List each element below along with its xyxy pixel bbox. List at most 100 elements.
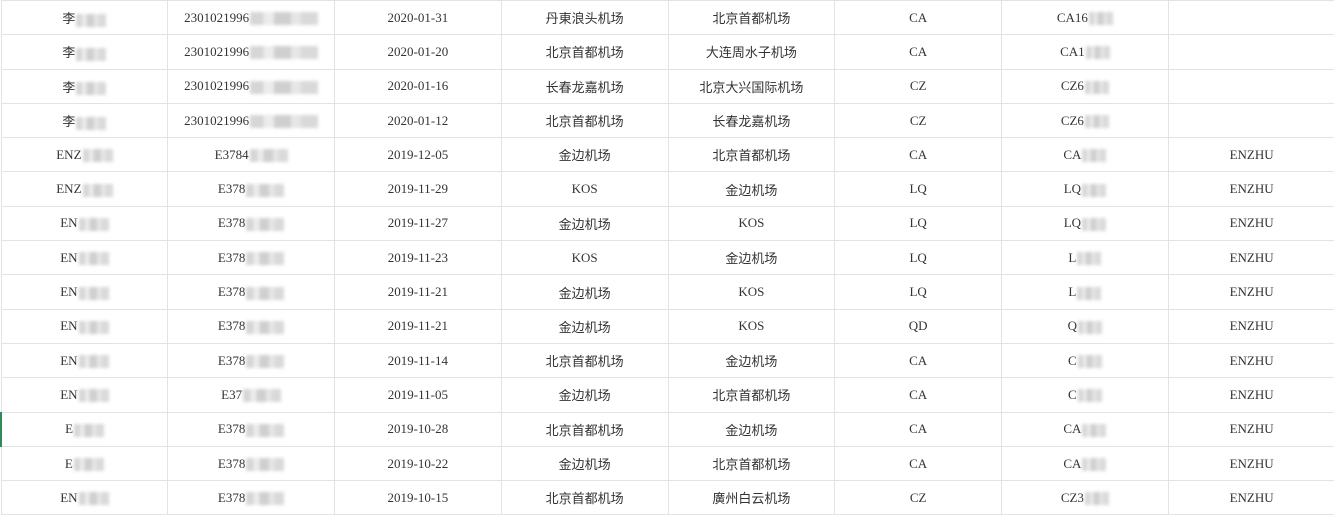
flight-cell[interactable]: LQ	[1001, 171, 1169, 207]
airline-cell[interactable]: LQ	[834, 205, 1002, 242]
destination-cell[interactable]: 金边机场	[667, 240, 836, 276]
date-cell[interactable]: 2020-01-16	[334, 68, 502, 104]
date-cell[interactable]: 2019-11-14	[334, 342, 502, 379]
destination-cell[interactable]: 廣州白云机场	[667, 480, 836, 515]
origin-cell[interactable]: KOS	[500, 240, 669, 276]
date-cell[interactable]: 2019-10-22	[334, 445, 502, 482]
origin-cell[interactable]: 金边机场	[500, 377, 669, 413]
extra-cell[interactable]: ENZHU	[1167, 377, 1334, 413]
name-cell[interactable]: EN	[0, 480, 169, 515]
name-cell[interactable]: 李	[0, 68, 169, 104]
date-cell[interactable]: 2020-01-20	[334, 34, 502, 70]
destination-cell[interactable]: 长春龙嘉机场	[667, 102, 836, 139]
name-cell[interactable]: EN	[0, 308, 169, 344]
origin-cell[interactable]: 金边机场	[500, 445, 669, 482]
extra-cell[interactable]: ENZHU	[1167, 240, 1334, 276]
id-cell[interactable]: E378	[167, 411, 335, 447]
extra-cell[interactable]	[1167, 0, 1334, 36]
origin-cell[interactable]: 金边机场	[500, 308, 669, 344]
name-cell[interactable]: EN	[0, 377, 169, 413]
destination-cell[interactable]: KOS	[667, 205, 836, 242]
flight-cell[interactable]: CA	[1001, 137, 1169, 173]
id-cell[interactable]: E378	[167, 480, 335, 515]
extra-cell[interactable]: ENZHU	[1167, 171, 1334, 207]
destination-cell[interactable]: 北京首都机场	[667, 137, 836, 173]
id-cell[interactable]: 2301021996	[167, 34, 335, 70]
destination-cell[interactable]: 北京首都机场	[667, 0, 836, 36]
name-cell[interactable]: 李	[0, 0, 169, 36]
date-cell[interactable]: 2019-11-21	[334, 274, 502, 310]
destination-cell[interactable]: 金边机场	[667, 411, 836, 447]
date-cell[interactable]: 2019-11-23	[334, 240, 502, 276]
id-cell[interactable]: 2301021996	[167, 68, 335, 104]
extra-cell[interactable]	[1167, 102, 1334, 139]
name-cell[interactable]: 李	[0, 102, 169, 139]
airline-cell[interactable]: LQ	[834, 240, 1002, 276]
flight-cell[interactable]: CZ6	[1001, 102, 1169, 139]
id-cell[interactable]: E378	[167, 274, 335, 310]
flight-cell[interactable]: CA16	[1001, 0, 1169, 36]
name-cell[interactable]: EN	[0, 274, 169, 310]
flight-cell[interactable]: CA	[1001, 445, 1169, 482]
airline-cell[interactable]: CA	[834, 34, 1002, 70]
id-cell[interactable]: E378	[167, 240, 335, 276]
flight-cell[interactable]: C	[1001, 377, 1169, 413]
origin-cell[interactable]: 金边机场	[500, 137, 669, 173]
extra-cell[interactable]: ENZHU	[1167, 308, 1334, 344]
id-cell[interactable]: E37	[167, 377, 335, 413]
date-cell[interactable]: 2019-11-27	[334, 205, 502, 242]
id-cell[interactable]: E378	[167, 205, 335, 242]
destination-cell[interactable]: 北京首都机场	[667, 377, 836, 413]
airline-cell[interactable]: CA	[834, 377, 1002, 413]
extra-cell[interactable]: ENZHU	[1167, 411, 1334, 447]
destination-cell[interactable]: 北京大兴国际机场	[667, 68, 836, 104]
flight-cell[interactable]: CZ6	[1001, 68, 1169, 104]
flight-cell[interactable]: C	[1001, 342, 1169, 379]
id-cell[interactable]: E378	[167, 171, 335, 207]
airline-cell[interactable]: QD	[834, 308, 1002, 344]
name-cell[interactable]: EN	[0, 205, 169, 242]
flight-cell[interactable]: L	[1001, 240, 1169, 276]
id-cell[interactable]: 2301021996	[167, 0, 335, 36]
origin-cell[interactable]: 北京首都机场	[500, 102, 669, 139]
flight-cell[interactable]: CA	[1001, 411, 1169, 447]
name-cell[interactable]: 李	[0, 34, 169, 70]
airline-cell[interactable]: LQ	[834, 274, 1002, 310]
origin-cell[interactable]: 北京首都机场	[500, 480, 669, 515]
destination-cell[interactable]: KOS	[667, 308, 836, 344]
airline-cell[interactable]: CA	[834, 342, 1002, 379]
name-cell[interactable]: ENZ	[0, 171, 169, 207]
name-cell[interactable]: EN	[0, 342, 169, 379]
extra-cell[interactable]: ENZHU	[1167, 342, 1334, 379]
airline-cell[interactable]: LQ	[834, 171, 1002, 207]
date-cell[interactable]: 2019-11-05	[334, 377, 502, 413]
id-cell[interactable]: E378	[167, 342, 335, 379]
name-cell[interactable]: ENZ	[0, 137, 169, 173]
origin-cell[interactable]: 金边机场	[500, 274, 669, 310]
origin-cell[interactable]: 北京首都机场	[500, 342, 669, 379]
destination-cell[interactable]: 金边机场	[667, 171, 836, 207]
name-cell[interactable]: E	[0, 445, 169, 482]
date-cell[interactable]: 2019-12-05	[334, 137, 502, 173]
extra-cell[interactable]: ENZHU	[1167, 274, 1334, 310]
extra-cell[interactable]	[1167, 68, 1334, 104]
airline-cell[interactable]: CZ	[834, 68, 1002, 104]
name-cell[interactable]: E	[0, 411, 169, 447]
airline-cell[interactable]: CA	[834, 137, 1002, 173]
date-cell[interactable]: 2019-11-29	[334, 171, 502, 207]
airline-cell[interactable]: CA	[834, 411, 1002, 447]
destination-cell[interactable]: 大连周水子机场	[667, 34, 836, 70]
date-cell[interactable]: 2020-01-31	[334, 0, 502, 36]
origin-cell[interactable]: 北京首都机场	[500, 411, 669, 447]
date-cell[interactable]: 2019-10-28	[334, 411, 502, 447]
airline-cell[interactable]: CZ	[834, 480, 1002, 515]
destination-cell[interactable]: KOS	[667, 274, 836, 310]
airline-cell[interactable]: CZ	[834, 102, 1002, 139]
flight-cell[interactable]: Q	[1001, 308, 1169, 344]
origin-cell[interactable]: KOS	[500, 171, 669, 207]
extra-cell[interactable]: ENZHU	[1167, 205, 1334, 242]
extra-cell[interactable]	[1167, 34, 1334, 70]
flight-cell[interactable]: LQ	[1001, 205, 1169, 242]
extra-cell[interactable]: ENZHU	[1167, 445, 1334, 482]
flight-cell[interactable]: CZ3	[1001, 480, 1169, 515]
